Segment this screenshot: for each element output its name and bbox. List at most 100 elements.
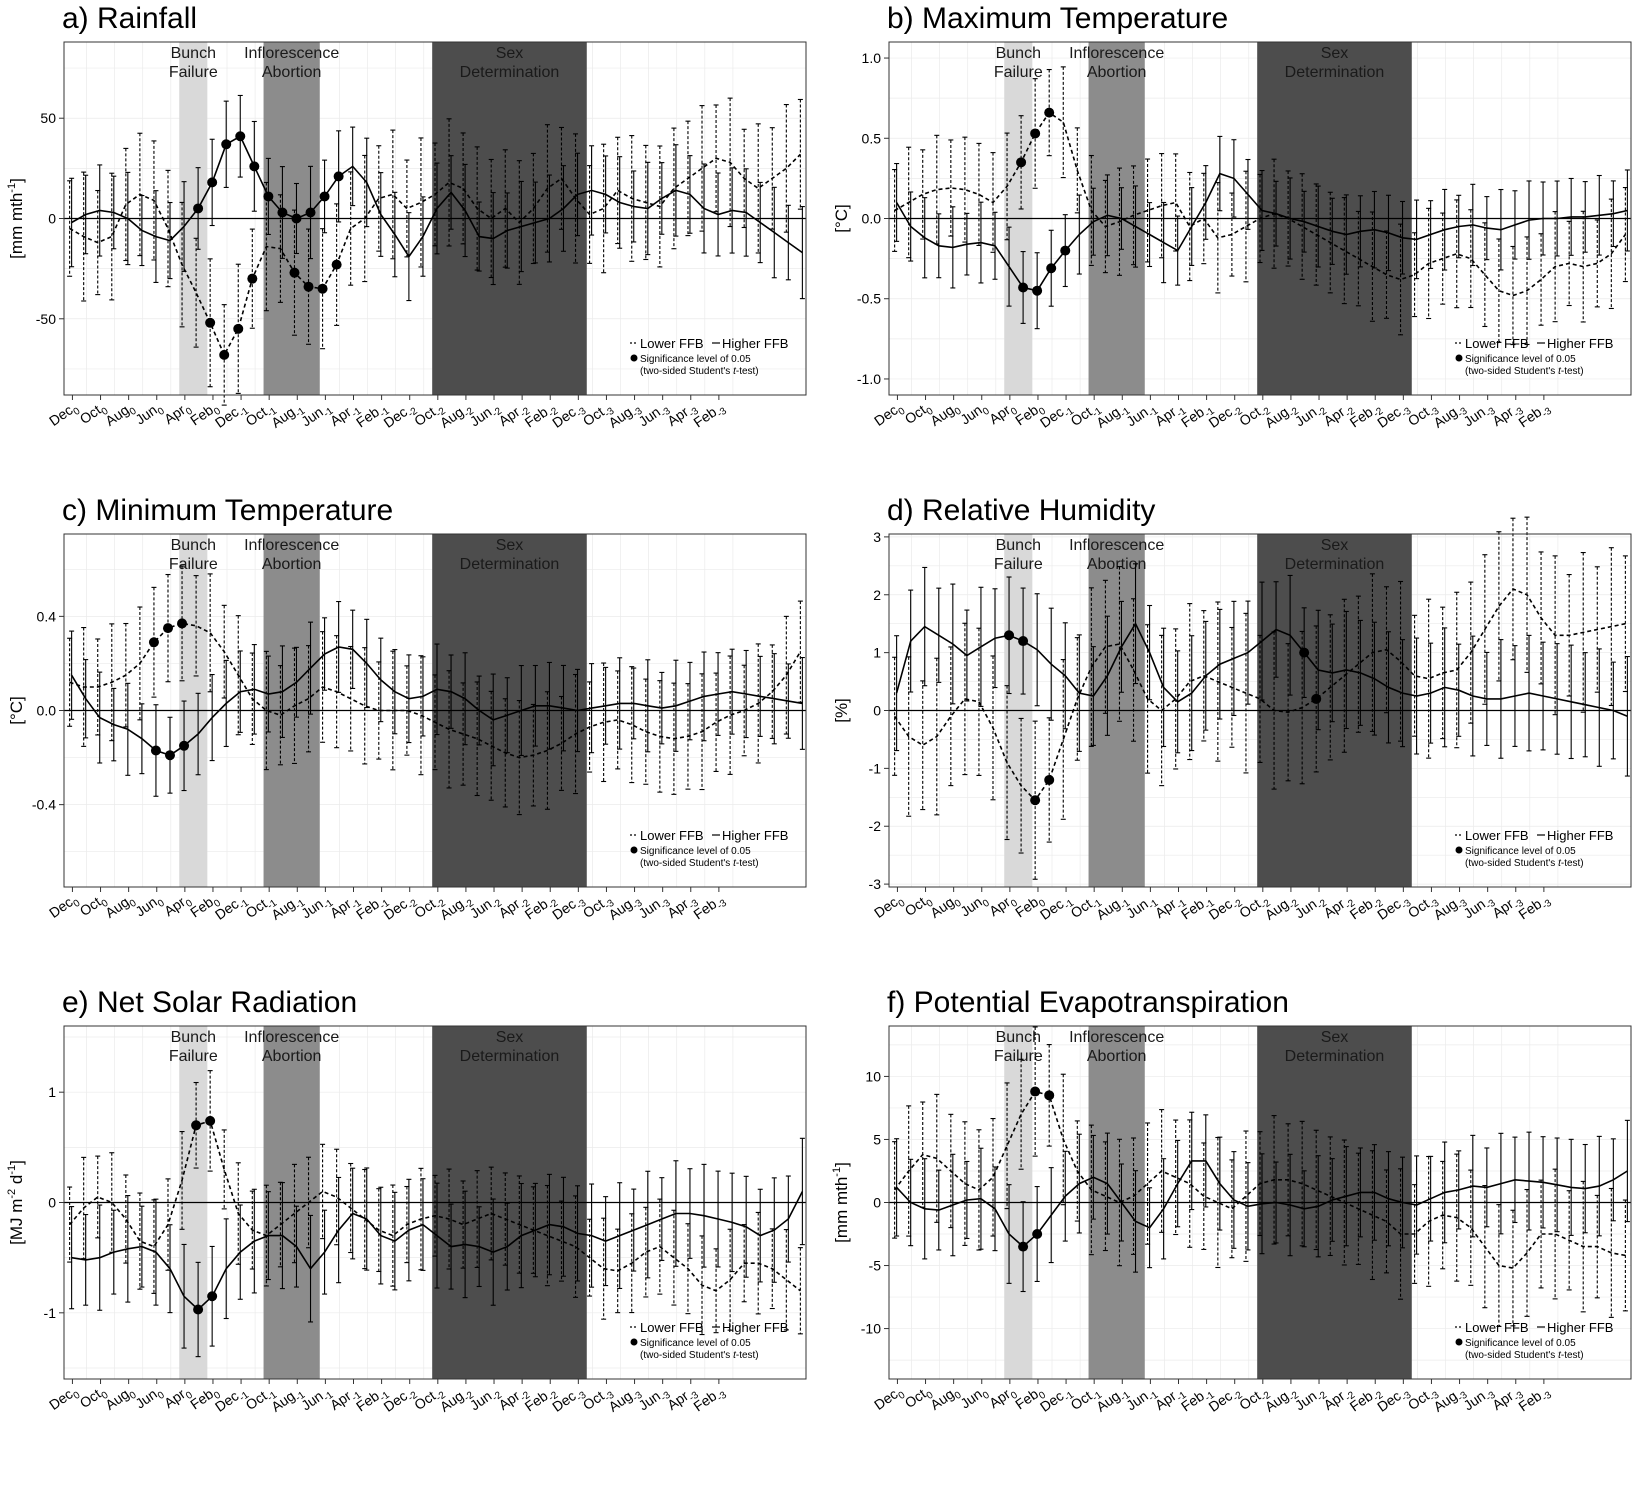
significance-point: [333, 171, 344, 182]
legend-swatch-significance: [630, 846, 638, 854]
phase-label: Sex: [496, 537, 524, 554]
legend-label-test: (two-sided Student's t-test): [1465, 1350, 1584, 1361]
phase-label: Failure: [169, 64, 218, 81]
phase-label: Determination: [1285, 1048, 1385, 1065]
panel-title: c) Minimum Temperature: [62, 494, 393, 527]
series-line: [69, 153, 801, 357]
legend-label-significance: Significance level of 0.05: [640, 1338, 751, 1349]
legend: Lower FFB Higher FFB Significance level of…: [1455, 336, 1613, 377]
panel-title: d) Relative Humidity: [887, 494, 1155, 527]
significance-point: [148, 637, 159, 648]
panel-title: a) Rainfall: [62, 2, 197, 35]
y-tick-label: 10: [865, 1068, 881, 1084]
y-tick-label: -5: [869, 1258, 882, 1274]
legend-label-higher: Higher FFB: [1547, 1320, 1613, 1335]
panel-1: a) Rainfall Bunch Failure Inflorescence Abor…: [6, 2, 807, 431]
series-line: [68, 1119, 801, 1292]
y-tick-label: 2: [873, 587, 881, 603]
y-tick-label: 5: [873, 1131, 881, 1147]
significance-point: [1311, 693, 1322, 704]
legend-label-lower: Lower FFB: [1465, 1320, 1529, 1335]
significance-point: [1032, 1229, 1043, 1240]
phase-label: Bunch: [171, 537, 216, 554]
phase-label: Sex: [1321, 1029, 1349, 1046]
legend-label-test: (two-sided Student's t-test): [640, 366, 759, 377]
series-lower-ffb: [67, 1070, 803, 1336]
y-tick-label: 0.0: [862, 211, 882, 227]
legend-label-lower: Lower FFB: [640, 336, 704, 351]
y-tick-label: 0.4: [37, 608, 57, 624]
y-axis-label: [°C]: [832, 204, 851, 233]
significance-point: [1030, 128, 1041, 139]
series-line: [896, 1160, 1628, 1248]
phase-label: Failure: [169, 556, 218, 573]
panel-4: d) Relative Humidity Bunch Failure Inflores…: [832, 494, 1632, 923]
significance-point: [205, 1115, 216, 1126]
phase-label: Bunch: [996, 45, 1041, 62]
legend-swatch-significance: [630, 1338, 638, 1346]
legend-label-significance: Significance level of 0.05: [640, 354, 751, 365]
phase-label: Inflorescence: [244, 45, 339, 62]
y-tick-label: 0: [873, 703, 881, 719]
legend-label-lower: Lower FFB: [1465, 828, 1529, 843]
significance-point: [1044, 774, 1055, 785]
phase-label: Determination: [1285, 556, 1385, 573]
y-tick-label: 0: [48, 211, 56, 227]
significance-point: [1030, 1086, 1041, 1097]
legend: Lower FFB Higher FFB Significance level of…: [630, 336, 788, 377]
y-tick-label: 0: [48, 1195, 56, 1211]
series-line: [895, 622, 1628, 718]
y-tick-label: 0: [873, 1195, 881, 1211]
legend-label-test: (two-sided Student's t-test): [640, 1350, 759, 1361]
legend-label-lower: Lower FFB: [1465, 336, 1529, 351]
phase-label: Failure: [169, 1048, 218, 1065]
phase-label: Failure: [994, 556, 1043, 573]
y-axis-label: [mm mth-1]: [6, 178, 26, 259]
y-tick-label: 1.0: [862, 50, 882, 66]
significance-point: [1044, 1090, 1055, 1101]
y-tick-label: 0.5: [862, 130, 882, 146]
significance-point: [207, 177, 218, 188]
significance-point: [263, 191, 274, 202]
legend-label-test: (two-sided Student's t-test): [1465, 858, 1584, 869]
y-tick-label: 1: [48, 1084, 56, 1100]
phase-label: Sex: [496, 1029, 524, 1046]
y-tick-label: 0.0: [37, 703, 57, 719]
significance-point: [233, 323, 244, 334]
significance-point: [1044, 107, 1055, 118]
y-axis-label: [MJ m-2 d-1]: [6, 1160, 26, 1245]
legend-label-significance: Significance level of 0.05: [1465, 1338, 1576, 1349]
x-tick-label: Feb-3: [1515, 398, 1554, 434]
significance-point: [247, 273, 258, 284]
significance-point: [1018, 282, 1029, 293]
y-tick-label: -1.0: [857, 371, 881, 387]
significance-point: [331, 259, 342, 270]
series-line: [895, 172, 1628, 292]
y-tick-label: -2: [869, 818, 882, 834]
phase-label: Inflorescence: [1069, 45, 1164, 62]
y-tick-label: -50: [36, 311, 56, 327]
significance-point: [219, 349, 230, 360]
legend-label-test: (two-sided Student's t-test): [1465, 366, 1584, 377]
significance-point: [191, 1120, 202, 1131]
series-higher-ffb: [69, 94, 805, 302]
significance-point: [1018, 636, 1029, 647]
panel-title: e) Net Solar Radiation: [62, 986, 357, 1019]
legend-label-higher: Higher FFB: [1547, 828, 1613, 843]
phase-label: Determination: [460, 556, 560, 573]
phase-label: Abortion: [262, 556, 322, 573]
phase-label: Determination: [1285, 64, 1385, 81]
significance-point: [1030, 795, 1041, 806]
significance-point: [1060, 245, 1071, 256]
significance-point: [277, 207, 288, 218]
legend-label-significance: Significance level of 0.05: [1465, 846, 1576, 857]
y-tick-label: -0.4: [32, 797, 56, 813]
significance-point: [1016, 157, 1027, 168]
phase-label: Abortion: [1087, 556, 1147, 573]
phase-label: Sex: [1321, 45, 1349, 62]
panel-6: f) Potential Evapotranspiration Bunch Fail…: [831, 986, 1632, 1415]
y-tick-label: -1: [44, 1305, 57, 1321]
significance-point: [249, 161, 260, 172]
series-higher-ffb: [69, 1137, 805, 1358]
